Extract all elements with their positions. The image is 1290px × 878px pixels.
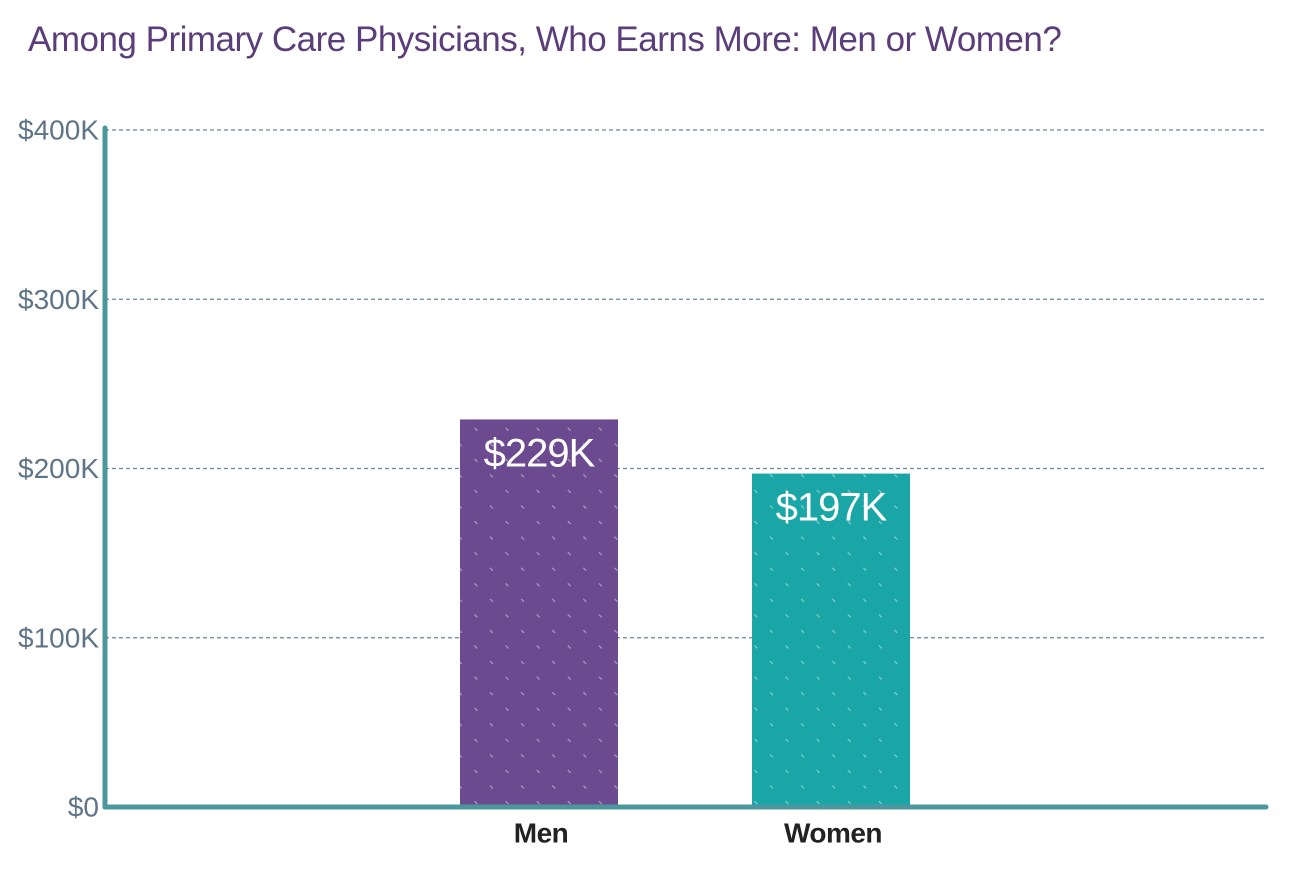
y-tick-label: $300K (18, 284, 99, 315)
bar-texture-women (752, 473, 910, 807)
data-label-men: $229K (484, 431, 596, 475)
data-label-women: $197K (776, 486, 888, 530)
gridlines (105, 129, 1266, 639)
bars (460, 419, 910, 807)
y-tick-label: $100K (18, 622, 99, 653)
chart-title: Among Primary Care Physicians, Who Earns… (28, 20, 1062, 59)
y-tick-label: $200K (18, 453, 99, 484)
bar-texture-men (460, 419, 618, 807)
x-category-label-women: Women (784, 818, 882, 849)
y-tick-label: $400K (18, 115, 99, 146)
x-category-label-men: Men (514, 818, 569, 849)
labels: $0 $100K $200K $300K $400K $229K Men $197K Women (18, 115, 889, 849)
y-tick-label: $0 (68, 792, 99, 823)
axes (102, 125, 1269, 810)
